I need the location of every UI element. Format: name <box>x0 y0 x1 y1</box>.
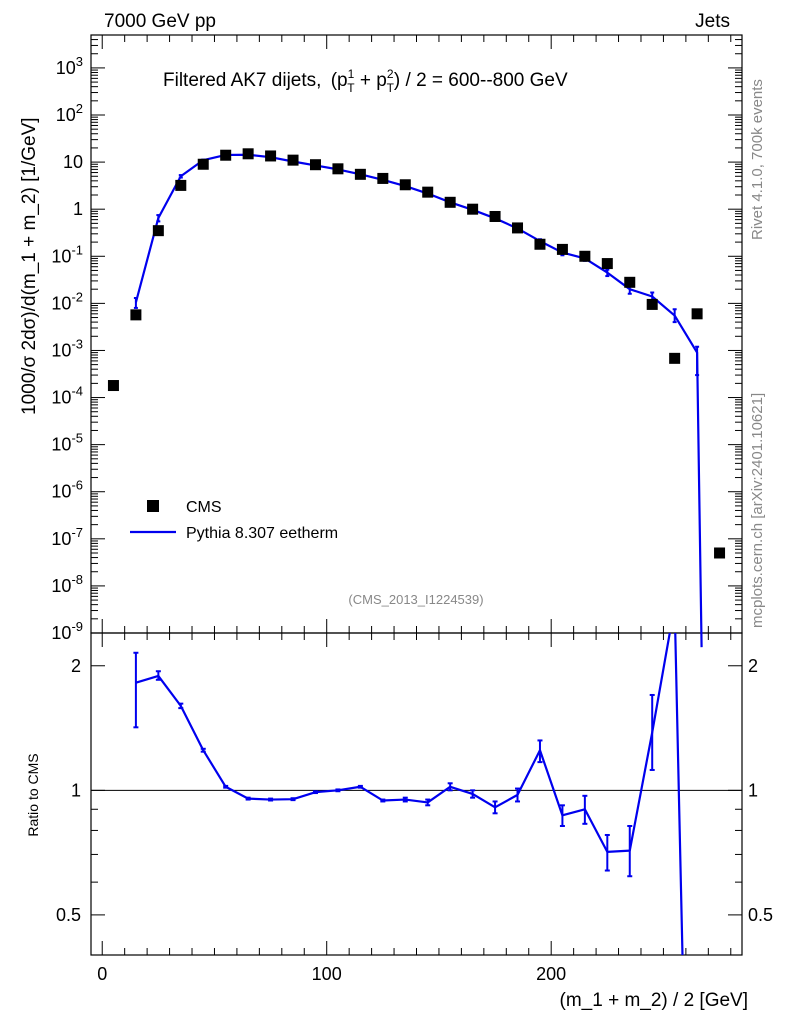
cms-point <box>422 186 434 198</box>
cms-point <box>444 196 456 208</box>
ratio-ytick-label-right: 2 <box>748 656 758 676</box>
rivet-label: Rivet 4.1.0, 700k events <box>749 79 766 240</box>
cms-point <box>287 154 299 166</box>
main-ytick-label: 10-8 <box>51 572 83 596</box>
mc-line <box>134 153 703 648</box>
legend: CMS Pythia 8.307 eetherm <box>130 499 338 542</box>
main-ylabel: 1000/σ 2dσ)/d(m_1 + m_2) [1/GeV] <box>19 117 40 415</box>
cms-point <box>377 172 389 184</box>
ratio-panel-frame <box>90 632 743 956</box>
title-sub2: T <box>387 81 395 95</box>
cms-point <box>669 352 681 364</box>
main-ytick-label: 10-9 <box>51 619 83 643</box>
main-ytick-label: 10-5 <box>51 431 83 455</box>
cms-point <box>691 308 703 320</box>
ratio-axes: 0 100 200 0.5 0.5 1 1 2 2 <box>56 633 773 984</box>
main-ytick-label: 102 <box>56 101 83 125</box>
cms-point <box>467 203 479 215</box>
main-ytick-label: 1 <box>73 199 83 219</box>
title-formula-open: (p <box>331 70 348 91</box>
cms-point <box>197 158 209 170</box>
ratio-series <box>133 633 684 955</box>
xtick-label: 0 <box>97 964 107 984</box>
cms-point <box>332 163 344 175</box>
cms-point <box>265 150 277 162</box>
legend-mc-label: Pythia 8.307 eetherm <box>186 525 338 542</box>
ratio-ylabel: Ratio to CMS <box>25 753 41 836</box>
ratio-ytick-label-right: 0.5 <box>748 905 773 925</box>
svg-text:Filtered AK7 dijets, (p1: Filtered AK7 dijets, (p1 T + p2 T) / 2 = 6… <box>163 67 568 95</box>
ratio-ytick-label-left: 2 <box>71 656 81 676</box>
ratio-ytick-label-left: 0.5 <box>56 905 81 925</box>
main-ytick-label: 10-1 <box>51 242 83 266</box>
main-ytick-label: 103 <box>56 54 83 78</box>
ratio-ytick-label-right: 1 <box>748 780 758 800</box>
xtick-label: 200 <box>536 964 566 984</box>
title-plus: + p <box>355 70 387 91</box>
title-formula-close: ) / 2 = 600--800 GeV <box>394 70 568 91</box>
cms-point <box>107 380 119 392</box>
main-ytick-label: 10-2 <box>51 289 83 313</box>
cms-point <box>714 547 726 559</box>
title-main: Filtered AK7 dijets, <box>163 70 321 91</box>
cms-point <box>512 222 524 234</box>
cms-point <box>646 298 658 310</box>
cms-point <box>601 258 613 270</box>
mcplots-label: mcplots.cern.ch [arXiv:2401.10621] <box>749 393 766 628</box>
cms-point <box>624 276 636 288</box>
cms-point <box>556 243 568 255</box>
cms-point <box>579 250 591 262</box>
cms-point <box>130 309 142 321</box>
cms-point <box>534 238 546 250</box>
cms-point <box>309 159 321 171</box>
ratio-ytick-label-left: 1 <box>71 780 81 800</box>
plot-title: Filtered AK7 dijets, (p1 T + p2 T) / 2 = 6… <box>163 67 568 95</box>
ratio-line <box>135 633 684 955</box>
cms-point <box>242 148 254 160</box>
title-sup2: 2 <box>387 67 394 81</box>
cms-point <box>399 179 411 191</box>
title-sub1: T <box>347 81 355 95</box>
cms-point <box>354 168 366 180</box>
cms-point <box>220 149 232 161</box>
legend-cms-marker <box>147 500 159 512</box>
analysis-id: (CMS_2013_I1224539) <box>348 592 483 607</box>
title-sup1: 1 <box>348 67 355 81</box>
legend-cms-label: CMS <box>186 499 222 516</box>
beam-label: 7000 GeV pp <box>104 11 216 32</box>
process-label: Jets <box>695 11 730 32</box>
main-series <box>107 148 726 648</box>
main-ytick-label: 10 <box>63 152 83 172</box>
main-axes: 10-9 10-8 10-7 10-6 10-5 10-4 10-3 10-2 10-1 1 10 1… <box>51 34 742 643</box>
main-ytick-label: 10-3 <box>51 336 83 360</box>
cms-point <box>489 210 501 222</box>
main-ytick-label: 10-4 <box>51 384 83 408</box>
main-ytick-label: 10-7 <box>51 525 83 549</box>
cms-point <box>175 179 187 191</box>
xlabel: (m_1 + m_2) / 2 [GeV] <box>560 990 749 1011</box>
main-panel-frame <box>90 34 743 634</box>
cms-point <box>152 225 164 237</box>
main-ytick-label: 10-6 <box>51 478 83 502</box>
xtick-label: 100 <box>312 964 342 984</box>
